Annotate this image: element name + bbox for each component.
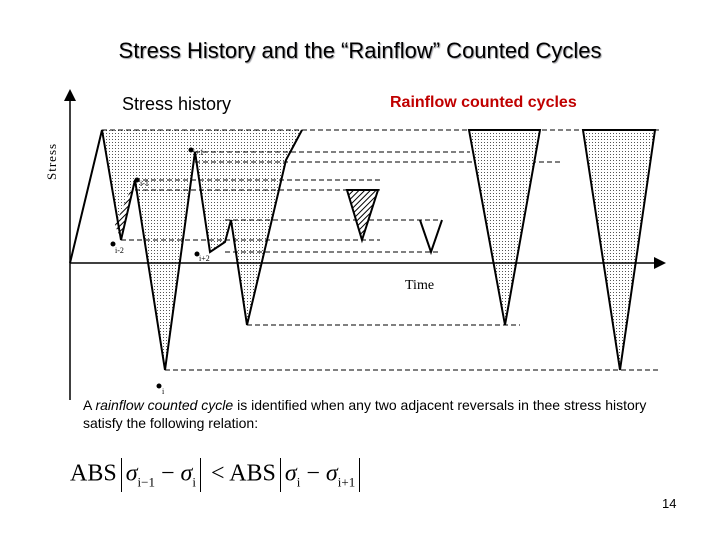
hatched-cycle-small bbox=[115, 180, 135, 240]
stress-history-label: Stress history bbox=[122, 94, 232, 114]
description-italic: rainflow counted cycle bbox=[95, 397, 234, 413]
formula-sigma: σ bbox=[284, 460, 297, 487]
formula-sigma: σ bbox=[325, 460, 338, 487]
rainflow-cycle-hatched bbox=[345, 189, 380, 244]
formula-subscript: i−1 bbox=[137, 474, 155, 490]
point-label-i-2: i-2 bbox=[115, 246, 124, 255]
point-label-i: i bbox=[162, 387, 165, 396]
formula-abs-right: ABS bbox=[229, 460, 276, 487]
formula-minus: − bbox=[154, 460, 181, 487]
abs-bar bbox=[359, 458, 361, 492]
rainflow-cycle-small bbox=[419, 219, 443, 256]
formula-less-than: < bbox=[205, 460, 230, 487]
rainflow-cycles-label: Rainflow counted cycles bbox=[390, 94, 577, 111]
formula-abs-left: ABS bbox=[70, 460, 117, 487]
description-pre: A bbox=[83, 397, 96, 413]
rainflow-formula: ABS σi−1 − σi < ABS σi − σi+1 bbox=[70, 458, 364, 492]
stress-history-line bbox=[69, 129, 303, 371]
point-label-i+2: i+2 bbox=[199, 254, 210, 263]
point-label-i-1: i-1 bbox=[140, 179, 149, 188]
abs-bar bbox=[279, 458, 281, 492]
shaded-region-top bbox=[102, 130, 302, 370]
reversal-points bbox=[110, 147, 200, 389]
abs-bar bbox=[200, 458, 201, 492]
description-post: is identified when any two adjacent reve… bbox=[83, 397, 647, 431]
formula-sigma: σ bbox=[125, 460, 138, 487]
rainflow-cycle-large-1 bbox=[467, 129, 542, 326]
slide-title: Stress History and the “Rainflow” Counte… bbox=[118, 38, 602, 63]
point-label-i+1: i+1 bbox=[193, 148, 204, 157]
abs-bar bbox=[120, 458, 122, 492]
page-number: 14 bbox=[662, 496, 677, 511]
time-axis-label: Time bbox=[405, 278, 435, 293]
description-text: A rainflow counted cycle is identified w… bbox=[83, 396, 683, 432]
formula-subscript: i+1 bbox=[337, 474, 356, 490]
formula-subscript: i bbox=[296, 474, 301, 490]
formula-sigma: σ bbox=[180, 460, 193, 487]
rainflow-cycle-large-2 bbox=[581, 129, 657, 371]
formula-minus: − bbox=[300, 460, 326, 487]
formula-subscript: i bbox=[192, 474, 196, 490]
stress-axis-label: Stress bbox=[44, 142, 59, 180]
